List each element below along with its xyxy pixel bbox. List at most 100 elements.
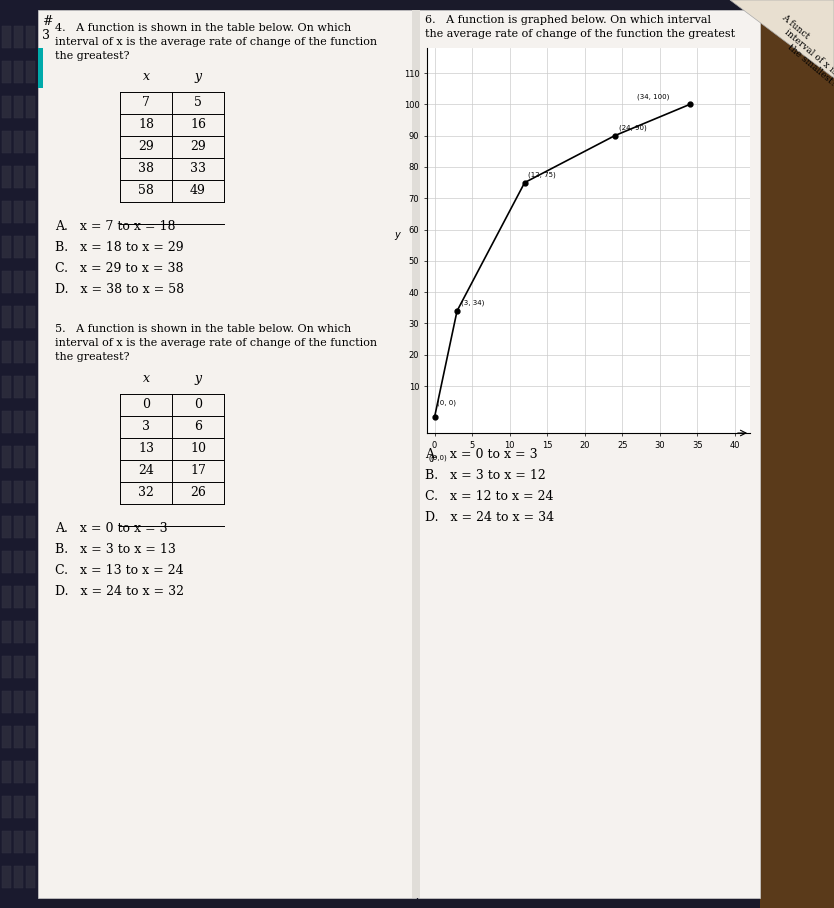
Bar <box>14 691 23 713</box>
Bar <box>14 831 23 853</box>
Bar <box>14 621 23 643</box>
Text: y: y <box>194 70 202 83</box>
Bar <box>14 796 23 818</box>
Text: C.   x = 29 to x = 38: C. x = 29 to x = 38 <box>55 262 183 275</box>
Text: the average rate of change of the function the greatest: the average rate of change of the functi… <box>425 29 735 39</box>
Text: (0, 0): (0, 0) <box>437 400 455 406</box>
Bar <box>2 586 11 608</box>
Bar <box>26 26 35 48</box>
Bar <box>14 866 23 888</box>
Text: 17: 17 <box>190 465 206 478</box>
Bar <box>2 376 11 398</box>
Bar <box>26 376 35 398</box>
Text: D.   x = 38 to x = 58: D. x = 38 to x = 58 <box>55 283 184 296</box>
Text: x: x <box>143 372 149 385</box>
Text: interval of x is the average rate of change of the function: interval of x is the average rate of cha… <box>55 338 377 348</box>
Text: B.   x = 18 to x = 29: B. x = 18 to x = 29 <box>55 241 183 254</box>
Bar <box>14 516 23 538</box>
Text: #: # <box>42 15 53 28</box>
Bar <box>2 866 11 888</box>
Bar <box>2 201 11 223</box>
Text: the smallest?: the smallest? <box>786 43 834 89</box>
Bar <box>2 341 11 363</box>
Text: 5: 5 <box>194 96 202 110</box>
Bar <box>38 10 416 898</box>
Bar <box>14 96 23 118</box>
Text: 16: 16 <box>190 119 206 132</box>
Bar <box>14 761 23 783</box>
Bar <box>2 271 11 293</box>
Bar <box>14 26 23 48</box>
Bar <box>26 61 35 83</box>
Bar <box>2 621 11 643</box>
Bar <box>26 201 35 223</box>
Bar <box>2 26 11 48</box>
Bar <box>14 131 23 153</box>
Bar <box>2 166 11 188</box>
Text: 58: 58 <box>138 184 154 198</box>
Bar <box>14 201 23 223</box>
Text: 0: 0 <box>428 455 434 464</box>
Bar <box>14 61 23 83</box>
Bar <box>14 586 23 608</box>
Text: interval of x is the average rate of change of the function: interval of x is the average rate of cha… <box>55 37 377 47</box>
Bar <box>14 236 23 258</box>
Text: (3, 34): (3, 34) <box>461 300 485 306</box>
Text: 24: 24 <box>138 465 154 478</box>
Bar <box>14 481 23 503</box>
Bar <box>14 271 23 293</box>
Text: A funct: A funct <box>780 13 811 41</box>
Text: 49: 49 <box>190 184 206 198</box>
Bar <box>760 0 834 908</box>
Text: 18: 18 <box>138 119 154 132</box>
Bar <box>2 446 11 468</box>
Bar <box>2 96 11 118</box>
Bar <box>14 341 23 363</box>
Bar <box>26 411 35 433</box>
Text: (0,0): (0,0) <box>430 455 448 461</box>
Text: C.   x = 12 to x = 24: C. x = 12 to x = 24 <box>425 490 554 503</box>
Text: (34, 100): (34, 100) <box>637 94 670 100</box>
Bar <box>2 656 11 678</box>
Bar <box>2 516 11 538</box>
Text: A.   x = 0 to x = 3: A. x = 0 to x = 3 <box>425 448 538 461</box>
Bar <box>14 726 23 748</box>
Bar <box>38 48 43 88</box>
Bar <box>26 236 35 258</box>
Text: 10: 10 <box>190 442 206 456</box>
Text: x: x <box>143 70 149 83</box>
Bar <box>14 306 23 328</box>
Text: the greatest?: the greatest? <box>55 51 129 61</box>
Bar <box>2 761 11 783</box>
Bar <box>418 10 760 898</box>
Bar <box>2 481 11 503</box>
Bar <box>26 96 35 118</box>
Text: the greatest?: the greatest? <box>55 352 129 362</box>
Polygon shape <box>730 0 834 78</box>
Bar <box>26 726 35 748</box>
Text: 6.   A function is graphed below. On which interval: 6. A function is graphed below. On which… <box>425 15 711 25</box>
Bar <box>412 10 420 898</box>
Bar <box>26 586 35 608</box>
Bar <box>2 236 11 258</box>
Bar <box>14 376 23 398</box>
Bar <box>26 446 35 468</box>
Bar <box>26 166 35 188</box>
Text: 7: 7 <box>142 96 150 110</box>
Text: 3: 3 <box>42 29 50 42</box>
Bar <box>14 166 23 188</box>
Bar <box>2 691 11 713</box>
Bar <box>26 656 35 678</box>
Bar <box>26 866 35 888</box>
Text: interval of x is: interval of x is <box>783 28 834 77</box>
Text: 13: 13 <box>138 442 154 456</box>
Bar <box>26 691 35 713</box>
Bar <box>2 796 11 818</box>
Text: 38: 38 <box>138 163 154 175</box>
Text: 5.   A function is shown in the table below. On which: 5. A function is shown in the table belo… <box>55 324 351 334</box>
Bar <box>26 831 35 853</box>
Bar <box>2 726 11 748</box>
Bar <box>26 306 35 328</box>
Text: 32: 32 <box>138 487 154 499</box>
Text: 3: 3 <box>142 420 150 433</box>
